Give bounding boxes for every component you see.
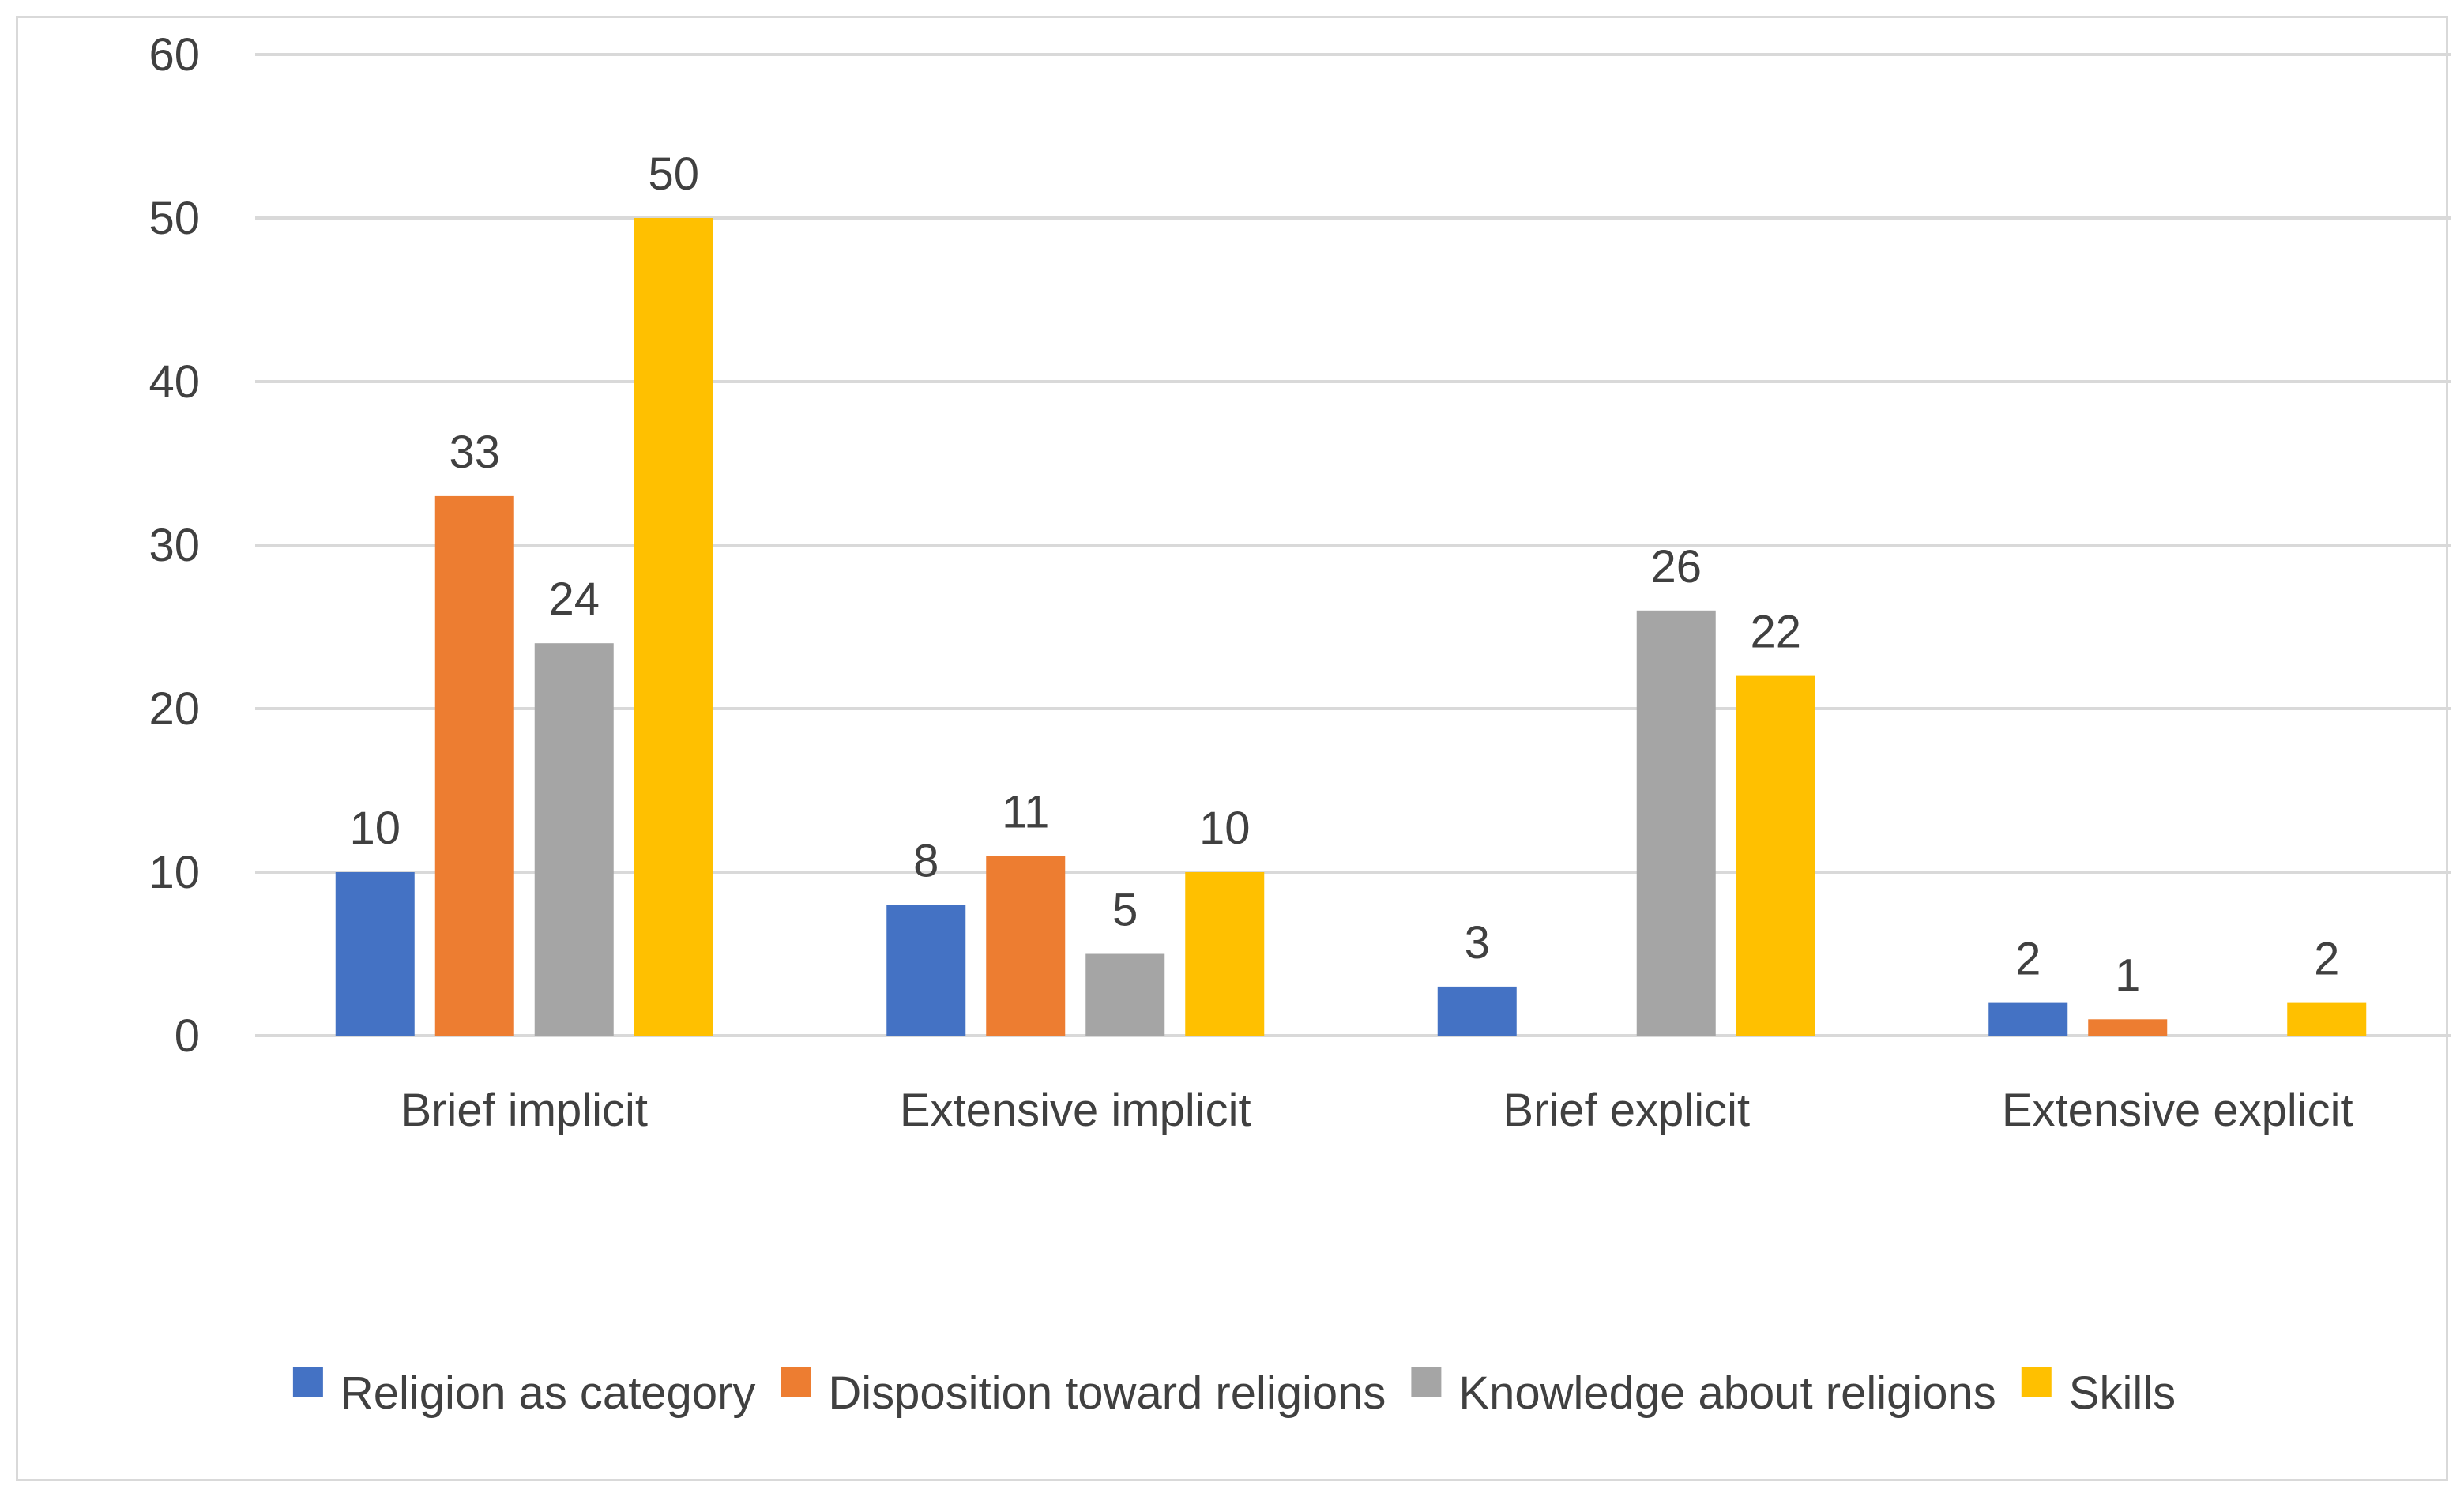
legend-item[interactable]: Skills — [2021, 1367, 2176, 1419]
y-tick-label: 30 — [149, 520, 200, 571]
data-label: 24 — [548, 574, 600, 625]
bar[interactable] — [986, 856, 1066, 1036]
category-label: Extensive explicit — [2002, 1085, 2353, 1136]
legend-item[interactable]: Religion as category — [292, 1367, 756, 1419]
y-tick-label: 60 — [149, 29, 200, 81]
y-axis-ticks: 0 10 20 30 40 50 60 — [149, 29, 200, 1062]
bar[interactable] — [534, 643, 614, 1036]
data-label: 8 — [913, 835, 939, 886]
bar[interactable] — [335, 872, 415, 1036]
category-label: Brief implicit — [401, 1085, 648, 1136]
bar[interactable] — [634, 218, 713, 1036]
data-label: 33 — [449, 427, 500, 478]
legend-swatch — [292, 1367, 323, 1397]
legend[interactable]: Religion as category Disposition toward r… — [292, 1367, 2176, 1419]
legend-item[interactable]: Knowledge about religions — [1411, 1367, 1996, 1419]
chart-frame: 0 10 20 30 40 50 60 10 33 24 50 8 11 5 10 3 26 22 2 1 2 Bri… — [16, 16, 2451, 1481]
bar[interactable] — [886, 905, 966, 1036]
category-label: Brief explicit — [1503, 1085, 1750, 1136]
data-label: 3 — [1465, 917, 1490, 969]
data-label: 2 — [2314, 934, 2339, 985]
data-label: 1 — [2115, 950, 2140, 1001]
bar[interactable] — [2088, 1019, 2168, 1036]
y-tick-label: 10 — [149, 847, 200, 898]
data-label: 11 — [1002, 786, 1049, 837]
legend-item[interactable]: Disposition toward religions — [781, 1367, 1386, 1419]
y-tick-label: 40 — [149, 356, 200, 408]
y-tick-label: 50 — [149, 193, 200, 244]
legend-label: Skills — [2069, 1367, 2176, 1419]
y-tick-label: 20 — [149, 683, 200, 735]
legend-label: Disposition toward religions — [828, 1367, 1386, 1419]
data-label: 22 — [1750, 607, 1801, 658]
legend-swatch — [2021, 1367, 2052, 1397]
data-label: 5 — [1112, 885, 1138, 936]
legend-label: Knowledge about religions — [1458, 1367, 1996, 1419]
data-label: 10 — [349, 803, 401, 854]
bar[interactable] — [1437, 986, 1517, 1036]
gridlines — [255, 53, 2451, 1037]
data-label: 2 — [2015, 934, 2041, 985]
data-label: 50 — [648, 149, 699, 200]
legend-swatch — [781, 1367, 811, 1397]
bar[interactable] — [2287, 1002, 2367, 1036]
bar[interactable] — [1185, 872, 1265, 1036]
bar[interactable] — [1988, 1002, 2068, 1036]
legend-swatch — [1411, 1367, 1442, 1397]
data-label: 26 — [1650, 541, 1702, 592]
x-axis-categories: Brief implicit Extensive implicit Brief ex… — [401, 1085, 2353, 1136]
bar[interactable] — [1736, 675, 1815, 1036]
y-tick-label: 0 — [175, 1010, 200, 1062]
legend-label: Religion as category — [340, 1367, 756, 1419]
category-label: Extensive implicit — [900, 1085, 1251, 1136]
bars — [335, 218, 2367, 1036]
bar[interactable] — [1636, 610, 1716, 1036]
data-label: 10 — [1199, 803, 1251, 854]
bar[interactable] — [1085, 953, 1165, 1036]
bar[interactable] — [434, 495, 514, 1036]
